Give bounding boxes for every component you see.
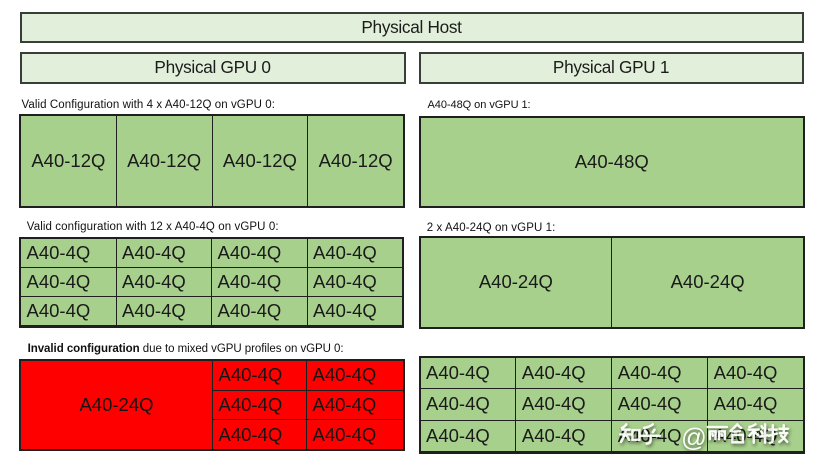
svg-text:@: @: [681, 425, 707, 453]
